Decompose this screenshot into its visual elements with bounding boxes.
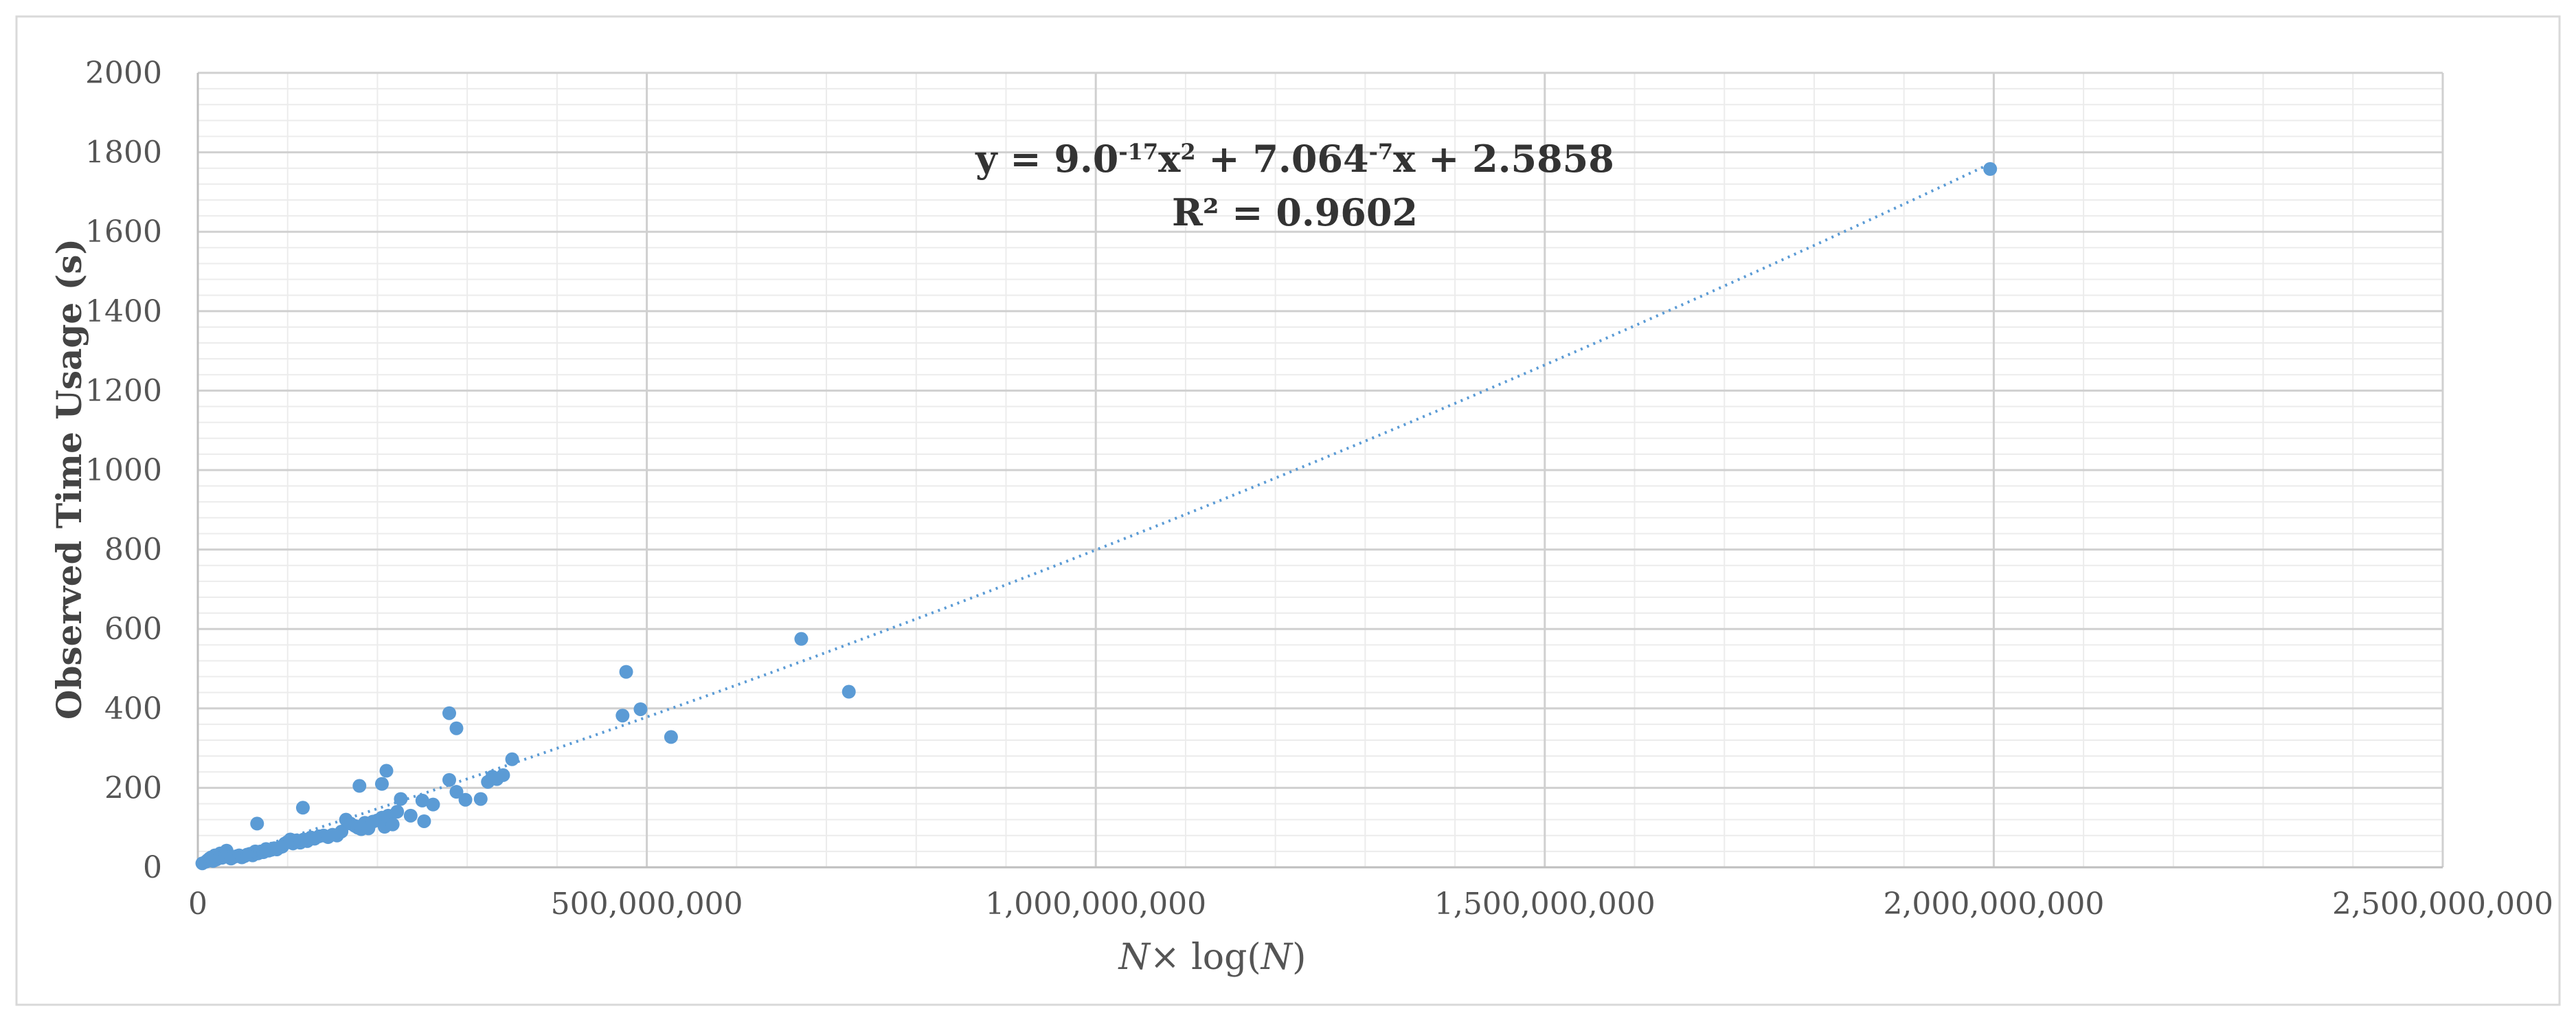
y-tick-label: 400 — [104, 691, 162, 726]
data-point — [633, 702, 648, 716]
major-gridlines — [196, 71, 2444, 869]
x-tick-label: 2,000,000,000 — [1883, 887, 2104, 922]
data-point — [615, 709, 630, 723]
data-point — [794, 632, 809, 646]
x-axis-tick-labels: 0 500,000,000 1,000,000,000 1,500,000,000 2,… — [188, 887, 2553, 922]
data-point — [374, 777, 389, 791]
data-point — [250, 816, 264, 831]
data-point — [394, 792, 408, 806]
plot-axes — [196, 73, 2443, 869]
y-tick-label: 1000 — [85, 453, 162, 488]
data-point — [841, 684, 856, 699]
y-tick-label: 1200 — [85, 373, 162, 408]
data-point — [619, 665, 633, 679]
data-point — [352, 779, 367, 793]
data-point — [442, 706, 457, 720]
y-axis-label: Observed Time Usage (s) — [49, 238, 89, 720]
data-point — [496, 768, 510, 782]
data-point — [403, 808, 418, 823]
y-tick-label: 2000 — [85, 56, 162, 91]
chart-border — [15, 15, 2561, 1006]
data-point — [449, 721, 464, 735]
y-tick-label: 1600 — [85, 214, 162, 249]
data-point — [390, 805, 405, 819]
trendline-equation: y = 9.0-17x2 + 7.064-7x + 2.5858 — [975, 137, 1614, 181]
data-point — [449, 785, 464, 799]
x-tick-label: 500,000,000 — [551, 887, 743, 922]
y-tick-label: 1800 — [85, 135, 162, 170]
y-tick-label: 200 — [104, 770, 162, 805]
x-tick-label: 2,500,000,000 — [2332, 887, 2553, 922]
data-points — [195, 162, 1998, 871]
y-tick-label: 1400 — [85, 294, 162, 329]
data-point — [473, 792, 488, 806]
y-tick-label: 800 — [104, 533, 162, 568]
y-axis-tick-labels: 0 200 400 600 800 1000 1200 1400 1600 1800 2000 — [85, 56, 162, 885]
data-point — [417, 814, 431, 828]
data-point — [442, 772, 457, 787]
data-point — [385, 817, 400, 832]
x-tick-label: 1,000,000,000 — [985, 887, 1206, 922]
x-tick-label: 1,500,000,000 — [1434, 887, 1656, 922]
data-point — [458, 792, 473, 807]
data-point — [505, 752, 519, 766]
data-point — [379, 764, 394, 778]
x-tick-label: 0 — [188, 887, 207, 922]
r-squared-label: R² = 0.9602 — [1172, 190, 1418, 234]
data-point — [664, 730, 678, 744]
data-point — [415, 793, 429, 808]
y-tick-label: 0 — [143, 850, 162, 885]
data-point — [335, 824, 349, 838]
data-point — [426, 797, 440, 812]
x-axis-label: N× log(N) — [1118, 937, 1307, 978]
data-point — [295, 801, 310, 815]
data-point — [1983, 162, 1998, 176]
y-tick-label: 600 — [104, 612, 162, 647]
